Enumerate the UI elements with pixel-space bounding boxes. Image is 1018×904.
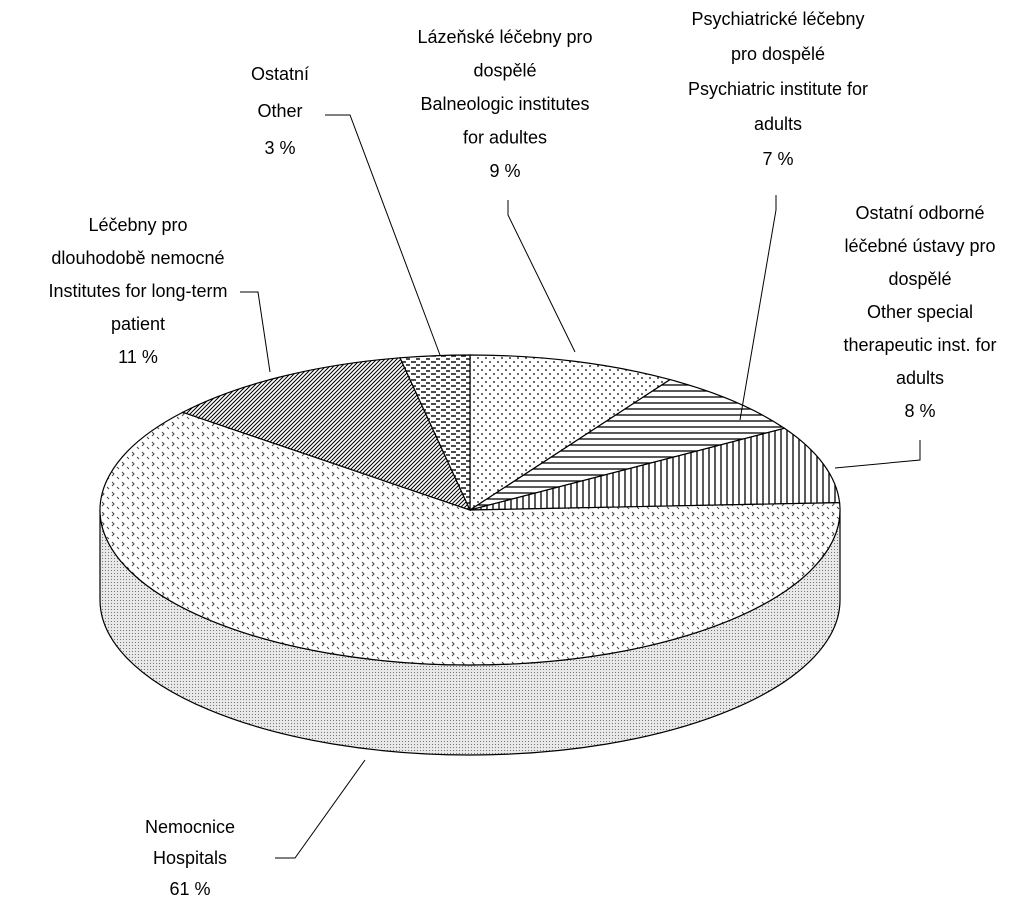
slice-label: adults (754, 114, 802, 134)
value-label: 3 % (264, 138, 295, 158)
slice-label: Institutes for long-term (48, 281, 227, 301)
leader-line (507, 200, 576, 353)
slice-label: léčebné ústavy pro (844, 236, 995, 256)
slice-label: Other (257, 101, 302, 121)
value-label: 9 % (489, 161, 520, 181)
slice (99, 411, 841, 666)
slice-label: Balneologic institutes (420, 94, 589, 114)
slice (399, 354, 471, 511)
slice-label: Ostatní odborné (855, 203, 984, 223)
slice (469, 427, 841, 511)
slice-label: Ostatní (251, 64, 309, 84)
slice-label: Nemocnice (145, 817, 235, 837)
slice-label: Psychiatric institute for (688, 79, 868, 99)
slice-label: Psychiatrické léčebny (691, 9, 864, 29)
slice (469, 378, 786, 511)
slice (469, 354, 672, 512)
slice-label: Lázeňské léčebny pro (417, 27, 592, 47)
slice (181, 357, 472, 512)
slice-label: for adultes (463, 127, 547, 147)
slice-label: Léčebny pro (88, 215, 187, 235)
slice-label: dospělé (888, 269, 951, 289)
slice-label: Other special (867, 302, 973, 322)
slice-label: therapeutic inst. for (843, 335, 996, 355)
slice-label: dlouhodobě nemocné (51, 248, 224, 268)
leader-line (275, 759, 366, 859)
slice-label: Hospitals (153, 848, 227, 868)
value-label: 7 % (762, 149, 793, 169)
value-label: 11 % (118, 347, 158, 367)
slice-label: patient (111, 314, 165, 334)
slice-label: adults (896, 368, 944, 388)
slice-label: dospělé (473, 60, 536, 80)
leader-line (834, 440, 921, 469)
leader-line (240, 291, 271, 373)
leader-line (325, 114, 441, 356)
value-label: 61 % (169, 879, 210, 899)
leader-line (739, 195, 777, 421)
value-label: 8 % (904, 401, 935, 421)
slice-label: pro dospělé (731, 44, 825, 64)
